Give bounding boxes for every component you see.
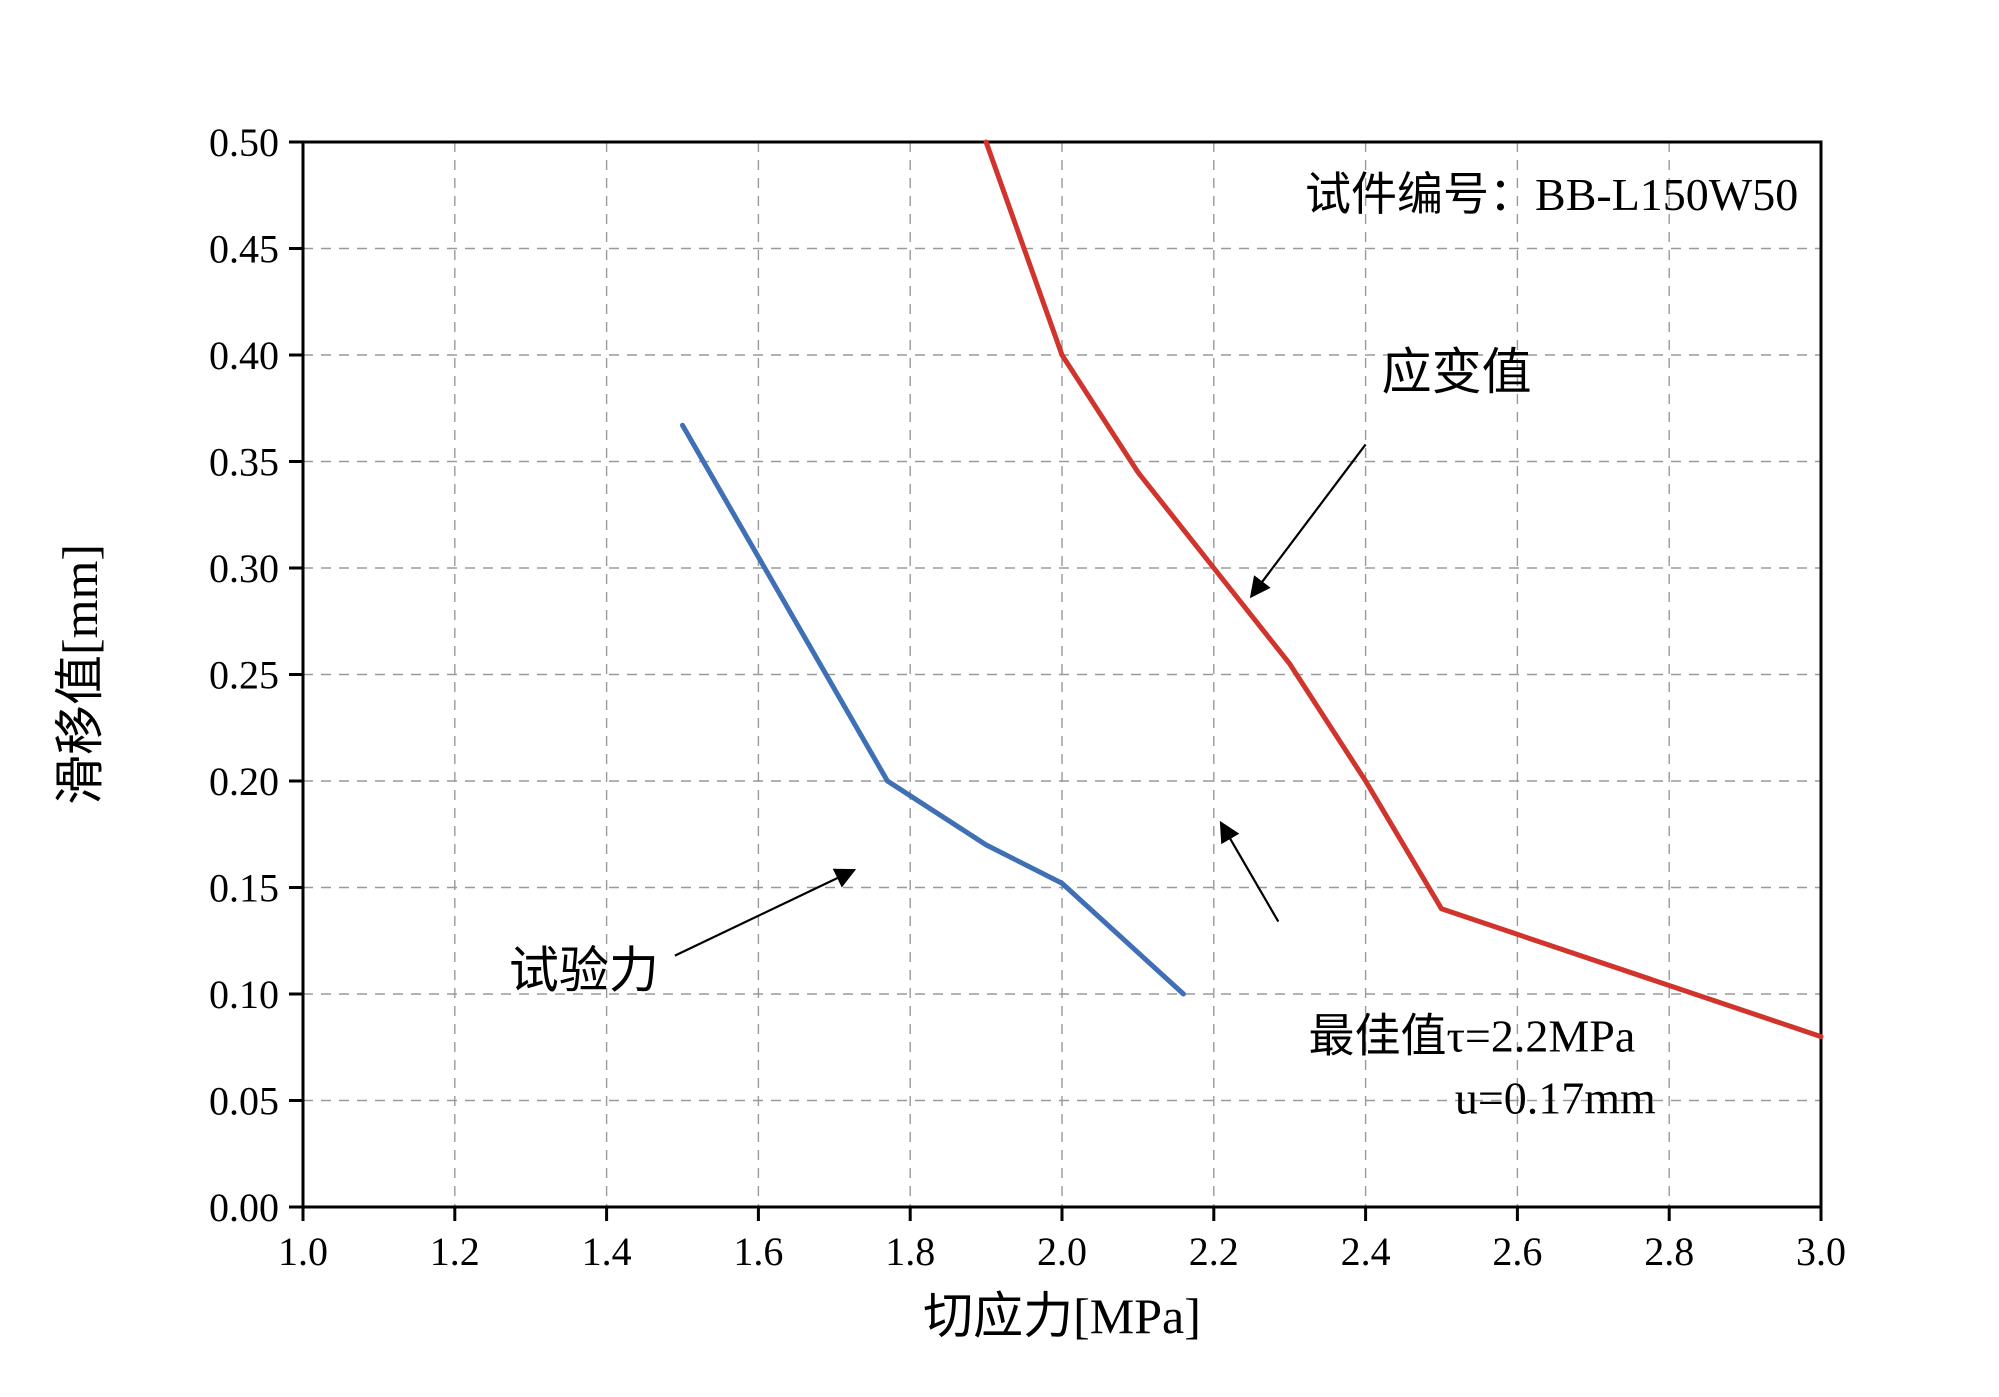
y-tick-label: 0.35 bbox=[209, 440, 279, 485]
grid-lines bbox=[303, 142, 1821, 1207]
y-tick-label: 0.40 bbox=[209, 333, 279, 378]
y-tick-label: 0.10 bbox=[209, 972, 279, 1017]
x-tick-label: 2.4 bbox=[1341, 1229, 1391, 1274]
specimen-label: 试件编号：BB-L150W50 bbox=[1305, 169, 1798, 220]
red-series-label: 应变值 bbox=[1382, 344, 1532, 400]
x-tick-label: 3.0 bbox=[1796, 1229, 1846, 1274]
x-tick-label: 1.6 bbox=[733, 1229, 783, 1274]
arrow-to-red-curve bbox=[1249, 443, 1367, 599]
test-force-curve bbox=[680, 422, 1186, 997]
y-tick-label: 0.05 bbox=[209, 1079, 279, 1124]
blue-series-label: 试验力 bbox=[509, 943, 659, 999]
y-tick-label: 0.25 bbox=[209, 653, 279, 698]
x-axis-title: 切应力[MPa] bbox=[923, 1288, 1201, 1344]
x-tick-label: 2.2 bbox=[1189, 1229, 1239, 1274]
y-tick-label: 0.20 bbox=[209, 759, 279, 804]
x-tick-label: 1.2 bbox=[430, 1229, 480, 1274]
optimal-value-line2: u=0.17mm bbox=[1455, 1072, 1656, 1123]
x-tick-label: 1.4 bbox=[582, 1229, 632, 1274]
arrow-to-optimal-point bbox=[1219, 820, 1280, 923]
y-tick-label: 0.30 bbox=[209, 546, 279, 591]
x-tick-label: 2.0 bbox=[1037, 1229, 1087, 1274]
data-series bbox=[680, 139, 1824, 1040]
x-tick-label: 1.8 bbox=[885, 1229, 935, 1274]
y-tick-label: 0.15 bbox=[209, 866, 279, 911]
y-tick-label: 0.45 bbox=[209, 227, 279, 272]
arrow-to-blue-curve bbox=[674, 868, 857, 957]
axes: 1.0 1.2 1.4 1.6 1.8 2.0 2.2 2.4 2.6 2.8 3.0 0.00 0.0… bbox=[52, 120, 1846, 1344]
optimal-value-line1: 最佳值τ=2.2MPa bbox=[1308, 1011, 1635, 1062]
y-tick-label: 0.00 bbox=[209, 1185, 279, 1230]
strain-value-curve bbox=[983, 139, 1824, 1040]
y-axis-title: 滑移值[mm] bbox=[52, 544, 108, 805]
x-tick-label: 2.6 bbox=[1492, 1229, 1542, 1274]
x-tick-label: 1.0 bbox=[278, 1229, 328, 1274]
x-tick-label: 2.8 bbox=[1644, 1229, 1694, 1274]
y-tick-label: 0.50 bbox=[209, 120, 279, 165]
